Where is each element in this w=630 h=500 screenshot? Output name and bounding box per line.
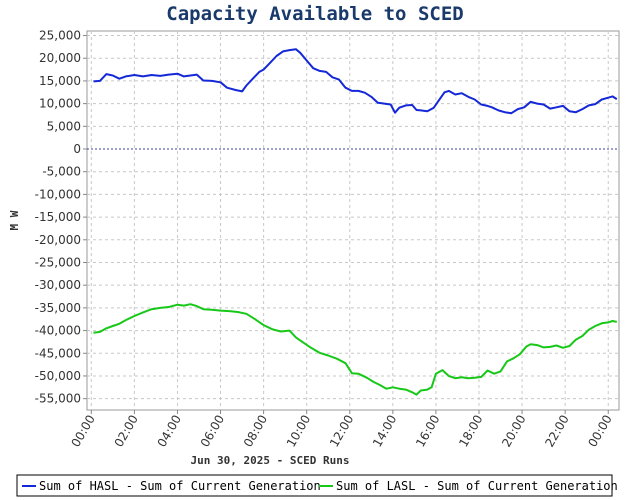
x-tick-label: 16:00 bbox=[413, 413, 442, 450]
y-tick-label: -15,000 bbox=[35, 210, 81, 224]
y-tick-label: -55,000 bbox=[35, 392, 81, 406]
chart-title: Capacity Available to SCED bbox=[166, 3, 463, 25]
x-tick-label: 04:00 bbox=[155, 413, 184, 450]
grid-lines bbox=[87, 31, 619, 410]
x-tick-label: 00:00 bbox=[585, 413, 614, 450]
y-axis-label: M W bbox=[8, 210, 21, 230]
y-tick-label: 5,000 bbox=[47, 119, 81, 133]
y-tick-label: 20,000 bbox=[39, 51, 81, 65]
legend: Sum of HASL - Sum of Current Generation … bbox=[16, 474, 618, 497]
x-tick-label: 14:00 bbox=[370, 413, 399, 450]
x-tick-label: 18:00 bbox=[456, 413, 485, 450]
legend-entry-lasl: Sum of LASL - Sum of Current Generation bbox=[336, 479, 618, 493]
series-line-hasl bbox=[93, 48, 618, 115]
x-tick-label: 20:00 bbox=[499, 413, 528, 450]
x-tick-label: 00:00 bbox=[68, 413, 97, 450]
plot-area bbox=[86, 30, 620, 411]
series-line-lasl bbox=[93, 303, 618, 396]
x-tick-label: 06:00 bbox=[198, 413, 227, 450]
y-tick-label: 0 bbox=[73, 142, 81, 156]
y-tick-label: -20,000 bbox=[35, 233, 81, 247]
y-tick-label: -10,000 bbox=[35, 187, 81, 201]
x-tick-label: 22:00 bbox=[542, 413, 571, 450]
y-tick-label: -45,000 bbox=[35, 346, 81, 360]
legend-box bbox=[16, 474, 613, 497]
y-tick-label: 10,000 bbox=[39, 97, 81, 111]
y-tick-label: 15,000 bbox=[39, 74, 81, 88]
y-axis-ticks: 25,000 20,000 15,000 10,000 5,000 0 -5,000 -10,… bbox=[35, 29, 87, 406]
series-lines bbox=[93, 48, 618, 396]
y-tick-label: -50,000 bbox=[35, 369, 81, 383]
y-tick-label: -30,000 bbox=[35, 278, 81, 292]
x-tick-label: 12:00 bbox=[327, 413, 356, 450]
x-axis-ticks: 00:00 02:00 04:00 06:00 08:00 10:00 12:00 14:00… bbox=[68, 410, 615, 450]
y-tick-label: -40,000 bbox=[35, 324, 81, 338]
y-tick-label: 25,000 bbox=[39, 29, 81, 43]
x-axis-label: Jun 30, 2025 - SCED Runs bbox=[191, 454, 350, 467]
x-tick-label: 08:00 bbox=[241, 413, 270, 450]
y-tick-label: -5,000 bbox=[42, 165, 81, 179]
x-tick-label: 02:00 bbox=[112, 413, 141, 450]
y-tick-label: -35,000 bbox=[35, 301, 81, 315]
legend-entry-hasl: Sum of HASL - Sum of Current Generation bbox=[39, 479, 321, 493]
y-tick-label: -25,000 bbox=[35, 255, 81, 269]
x-tick-label: 10:00 bbox=[284, 413, 313, 450]
